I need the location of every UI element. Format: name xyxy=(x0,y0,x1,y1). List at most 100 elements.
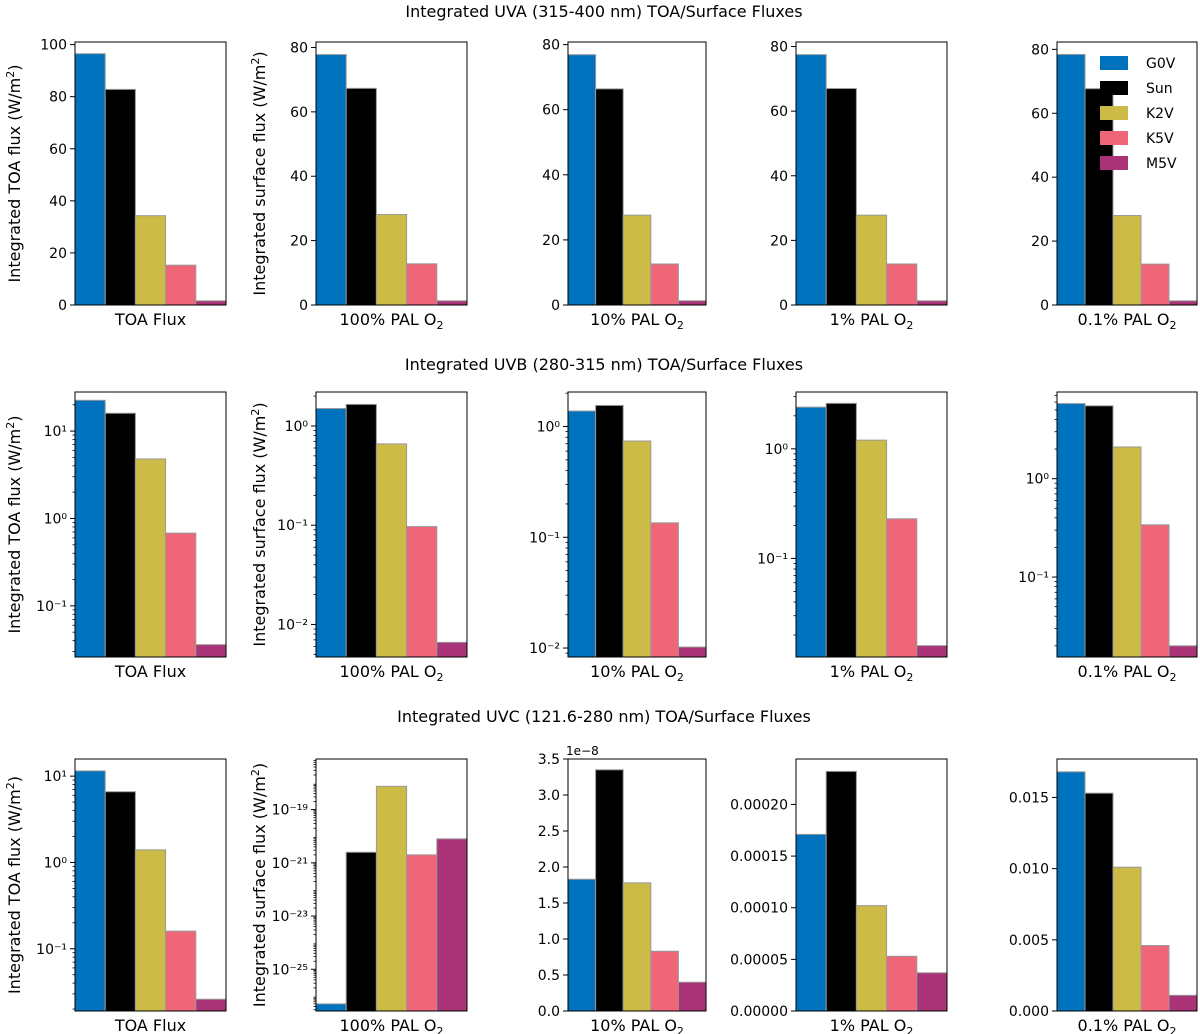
y-tick-label: 10⁻¹ xyxy=(36,599,67,615)
bar-k2v xyxy=(375,443,408,658)
bar-sun xyxy=(1084,405,1114,658)
y-tick-label: 2.5 xyxy=(538,824,560,840)
chart-panels: 0 20 40 60 80 100 TOA Flux Integrated TOA flux … xyxy=(4,38,1198,1034)
legend-swatch-sun xyxy=(1100,81,1128,95)
axes-frame xyxy=(315,758,468,1012)
bar-k5v xyxy=(406,854,438,1012)
y-tick-label: 40 xyxy=(542,168,560,184)
y-axis-label: Integrated surface flux (W/m2) xyxy=(249,763,269,1007)
x-axis-label: 100% PAL O2 xyxy=(340,662,444,684)
y-tick-label: 10⁻²¹ xyxy=(272,856,308,872)
axes-frame xyxy=(795,41,948,306)
bar-sun xyxy=(345,851,377,1012)
chart-panel-5: 0 20 40 60 80 0.1% PAL O2 xyxy=(1031,41,1198,332)
axes-frame xyxy=(567,758,707,1012)
y-tick-label: 10⁻¹ xyxy=(36,942,67,958)
y-tick-label: 80 xyxy=(290,40,308,56)
chart-panel-9: 10⁰ 10⁻¹ 1% PAL O2 xyxy=(757,391,948,684)
y-tick-label: 40 xyxy=(1031,170,1049,186)
legend-label-m5v: M5V xyxy=(1146,156,1177,172)
chart-panel-7: 10⁰ 10⁻¹ 10⁻² 100% PAL O2 Integrated surface… xyxy=(249,391,468,684)
y-tick-label: 20 xyxy=(49,246,67,262)
y-tick-label: 10⁻² xyxy=(529,641,560,657)
y-tick-label: 60 xyxy=(1031,106,1049,122)
bar-k2v xyxy=(622,214,652,306)
y-tick-label: 10⁻¹ xyxy=(529,530,560,546)
chart-panel-12: 10⁻¹⁹ 10⁻²¹ 10⁻²³ 10⁻²⁵ 100% PAL O2 Integrate… xyxy=(249,758,468,1034)
bar-k5v xyxy=(406,526,438,658)
y-axis-label: Integrated TOA flux (W/m2) xyxy=(4,64,24,282)
bar-g0v xyxy=(795,406,827,658)
bar-sun xyxy=(595,404,624,658)
y-tick-label: 3.5 xyxy=(538,752,560,768)
bar-sun xyxy=(595,88,624,306)
bar-sun xyxy=(595,769,624,1012)
axes-frame xyxy=(315,41,468,306)
bar-k5v xyxy=(650,950,679,1012)
legend-label-k5v: K5V xyxy=(1146,131,1174,147)
y-tick-label: 20 xyxy=(542,233,560,249)
bar-k2v xyxy=(1112,446,1142,658)
bar-m5v xyxy=(1168,645,1198,658)
bar-sun xyxy=(825,88,857,306)
x-axis-label: 10% PAL O2 xyxy=(590,310,684,332)
x-axis-label: TOA Flux xyxy=(114,1016,186,1034)
y-tick-label: 0.00005 xyxy=(730,952,788,968)
y-tick-label: 0 xyxy=(779,298,788,314)
bar-k5v xyxy=(165,930,197,1012)
y-tick-label: 10⁰ xyxy=(44,855,68,871)
bar-sun xyxy=(104,88,136,306)
y-tick-label: 10⁻¹ xyxy=(757,551,788,567)
chart-panel-4: 0 20 40 60 80 1% PAL O2 xyxy=(770,40,948,332)
bar-g0v xyxy=(1056,53,1086,306)
y-tick-label: 0.00000 xyxy=(730,1004,788,1020)
y-tick-label: 80 xyxy=(770,40,788,56)
axes-frame xyxy=(795,391,948,658)
y-tick-label: 10⁰ xyxy=(537,420,561,436)
y-tick-label: 80 xyxy=(49,90,67,106)
y-tick-label: 80 xyxy=(1031,42,1049,58)
bar-m5v xyxy=(677,981,707,1012)
legend-swatch-k2v xyxy=(1100,106,1128,120)
axes-frame xyxy=(74,41,227,306)
bar-k5v xyxy=(650,263,679,306)
y-tick-label: 0.00015 xyxy=(730,849,788,865)
y-tick-label: 60 xyxy=(770,104,788,120)
bar-m5v xyxy=(436,641,468,658)
bar-k2v xyxy=(134,458,167,658)
y-tick-label: 1.5 xyxy=(538,896,560,912)
bar-g0v xyxy=(567,54,597,306)
chart-panel-10: 10⁰ 10⁻¹ 0.1% PAL O2 xyxy=(1018,391,1198,684)
bar-k5v xyxy=(165,532,197,658)
x-axis-label: 1% PAL O2 xyxy=(830,662,914,684)
axes-frame xyxy=(315,391,468,658)
y-tick-label: 40 xyxy=(770,169,788,185)
x-axis-label: 0.1% PAL O2 xyxy=(1078,310,1177,332)
y-tick-label: 0 xyxy=(1040,298,1049,314)
bar-sun xyxy=(104,791,136,1012)
bar-sun xyxy=(825,770,857,1012)
y-tick-label: 40 xyxy=(49,194,67,210)
y-tick-label: 10⁰ xyxy=(285,419,309,435)
y-tick-label: 0 xyxy=(551,298,560,314)
bar-k2v xyxy=(1112,215,1142,306)
bar-g0v xyxy=(74,53,106,306)
y-tick-label: 10⁻²³ xyxy=(272,909,308,925)
y-tick-label: 10⁰ xyxy=(44,511,68,527)
bar-m5v xyxy=(1168,300,1198,306)
bar-g0v xyxy=(567,410,597,658)
bar-k5v xyxy=(650,522,679,658)
y-tick-label: 20 xyxy=(290,234,308,250)
axes-frame xyxy=(74,758,227,1012)
bar-m5v xyxy=(677,646,707,658)
bar-sun xyxy=(1084,88,1114,306)
bar-k2v xyxy=(855,905,888,1012)
bar-m5v xyxy=(436,838,468,1012)
y-tick-label: 10⁻² xyxy=(277,617,308,633)
y-tick-label: 10⁻²⁵ xyxy=(272,962,308,978)
bar-g0v xyxy=(1056,771,1086,1012)
bar-g0v xyxy=(1056,403,1086,658)
y-tick-label: 40 xyxy=(290,169,308,185)
legend-label-k2v: K2V xyxy=(1146,106,1174,122)
bar-g0v xyxy=(315,1003,347,1012)
